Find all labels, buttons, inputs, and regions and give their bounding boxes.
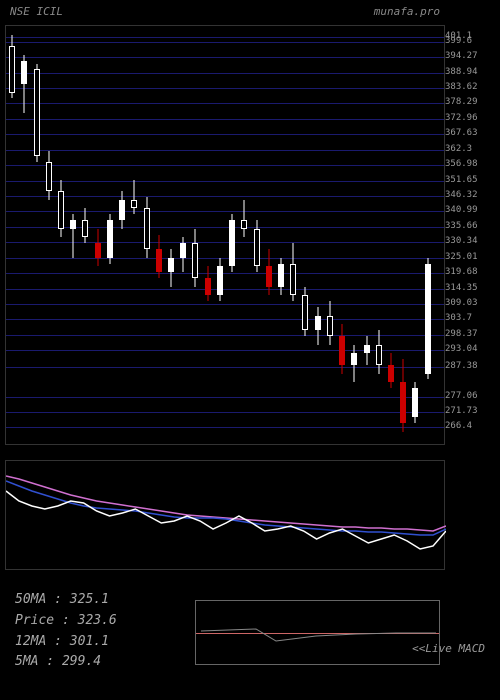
live-macd-box [195, 600, 440, 665]
live-label: <<Live MACD [412, 642, 485, 655]
price-level-label: 388.94 [445, 67, 478, 77]
live-macd-svg [196, 601, 441, 666]
price-level-label: 330.34 [445, 236, 478, 246]
price-level-label: 309.03 [445, 298, 478, 308]
price-level-label: 394.27 [445, 51, 478, 61]
price-level-label: 399.6 [445, 36, 472, 46]
price-level-label: 340.99 [445, 205, 478, 215]
watermark-label: munafa.pro [374, 5, 440, 18]
price-level-label: 356.98 [445, 159, 478, 169]
ticker-label: NSE ICIL [10, 5, 63, 18]
info-panel: 50MA : 325.1 Price : 323.6 12MA : 301.1 … [5, 580, 495, 685]
price-level-label: 319.68 [445, 267, 478, 277]
price-level-label: 351.65 [445, 175, 478, 185]
price-level-label: 372.96 [445, 113, 478, 123]
macd-panel[interactable] [5, 460, 445, 570]
macd-svg [6, 461, 446, 571]
price-level-label: 266.4 [445, 421, 472, 431]
price-level-label: 303.7 [445, 313, 472, 323]
price-level-label: 277.06 [445, 391, 478, 401]
price-level-label: 378.29 [445, 97, 478, 107]
price-axis: 401.1399.6394.27388.94383.62378.29372.96… [445, 25, 495, 445]
price-level-label: 298.37 [445, 329, 478, 339]
chart-container: NSE ICIL munafa.pro 401.1399.6394.27388.… [0, 0, 500, 700]
price-level-label: 325.01 [445, 252, 478, 262]
price-level-label: 314.35 [445, 283, 478, 293]
price-level-label: 383.62 [445, 82, 478, 92]
price-level-label: 335.66 [445, 221, 478, 231]
price-level-label: 346.32 [445, 190, 478, 200]
price-level-label: 293.04 [445, 344, 478, 354]
price-level-label: 367.63 [445, 128, 478, 138]
price-level-label: 362.3 [445, 144, 472, 154]
price-level-label: 287.38 [445, 361, 478, 371]
candlestick-chart[interactable] [5, 25, 445, 445]
price-level-label: 271.73 [445, 406, 478, 416]
